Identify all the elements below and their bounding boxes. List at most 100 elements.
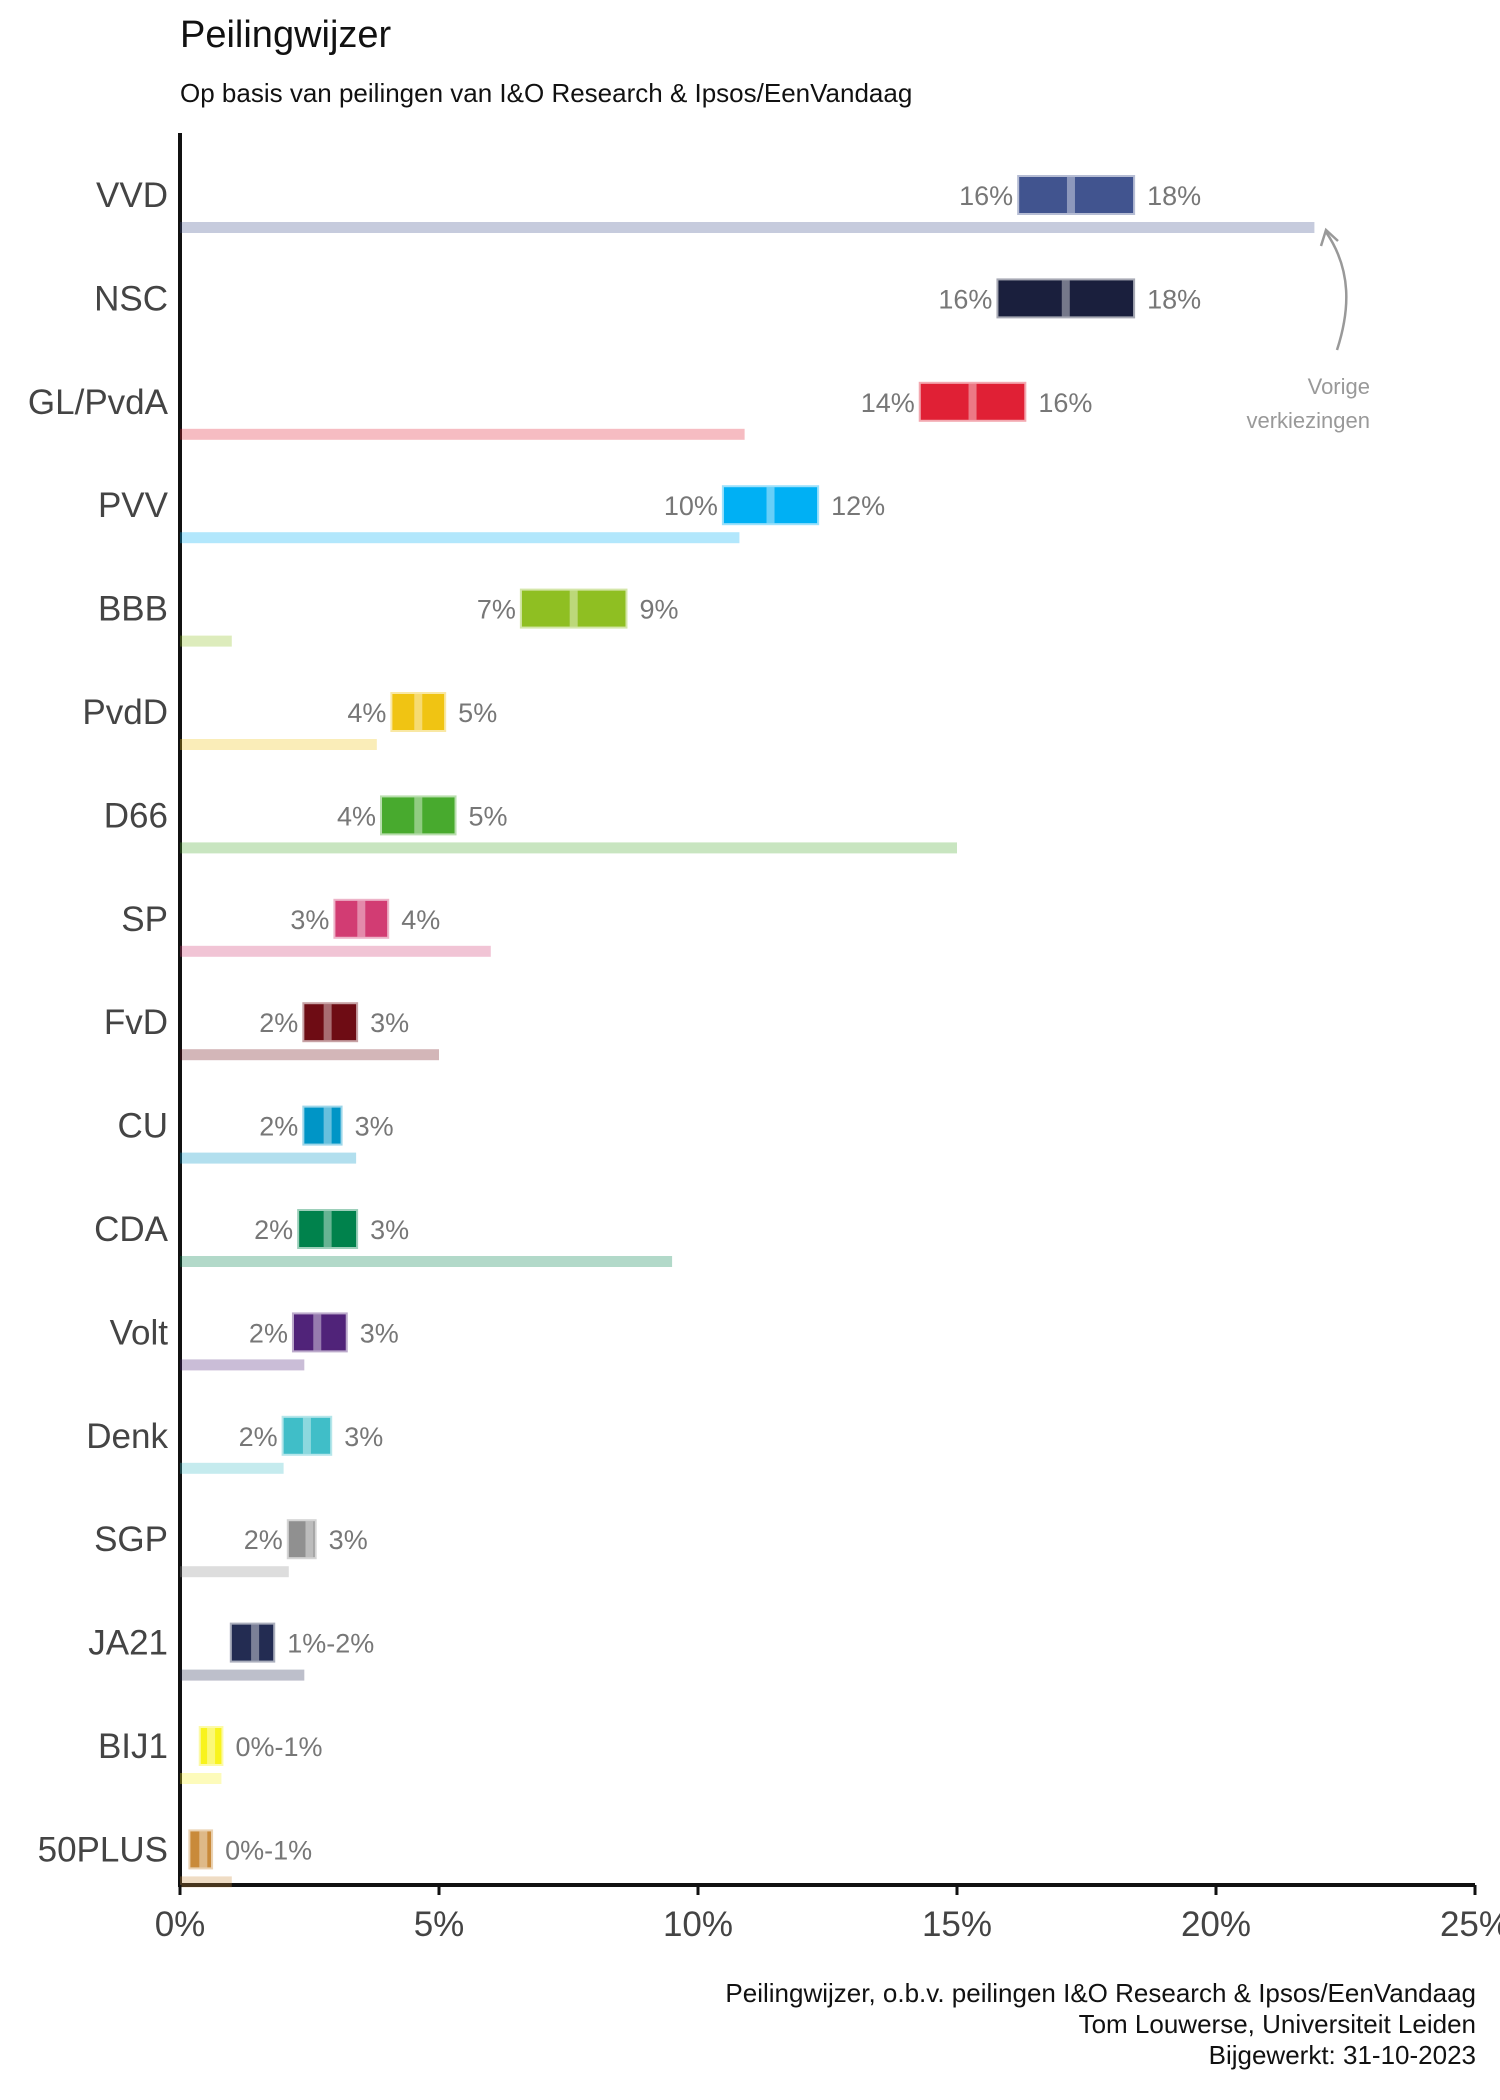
footer: Peilingwijzer, o.b.v. peilingen I&O Rese… [725, 1978, 1476, 2071]
party-label: CDA [94, 1210, 169, 1249]
party-label: JA21 [88, 1624, 168, 1663]
poll-estimate-marker [251, 1624, 260, 1661]
party-label: VVD [96, 176, 168, 215]
party-label: NSC [94, 279, 168, 318]
poll-range-box [188, 1829, 214, 1870]
party-label: Denk [86, 1417, 168, 1456]
poll-range-outline [284, 1517, 319, 1562]
low-estimate-label: 16% [938, 284, 992, 314]
low-estimate-label: 2% [249, 1318, 288, 1348]
high-estimate-label: 12% [831, 491, 885, 521]
party-row-fvd: FvD 2% 3% [104, 1000, 439, 1061]
party-label: BBB [98, 590, 168, 629]
party-row-sp: SP 3% 4% [121, 896, 491, 957]
previous-election-bar [180, 1152, 357, 1164]
footer-source: Peilingwijzer, o.b.v. peilingen I&O Rese… [725, 1978, 1476, 2008]
high-estimate-label: 1%-2% [287, 1629, 374, 1659]
high-estimate-label: 3% [344, 1422, 383, 1452]
party-row-ja21: JA21 1%-2% [88, 1620, 374, 1681]
poll-estimate-marker [207, 1728, 216, 1764]
party-label: FvD [104, 1003, 168, 1042]
party-label: SP [121, 900, 168, 939]
poll-range-outline [388, 690, 449, 734]
previous-election-bar [180, 1566, 289, 1578]
low-estimate-label: 7% [477, 595, 516, 625]
footer-updated: Bijgewerkt: 31-10-2023 [1208, 2040, 1476, 2070]
poll-range-box [519, 588, 628, 629]
annotation-arrow-head [1319, 227, 1339, 247]
previous-election-bar [180, 1049, 439, 1061]
low-estimate-label: 2% [259, 1008, 298, 1038]
previous-election-bar [180, 635, 232, 647]
high-estimate-label: 18% [1147, 181, 1201, 211]
poll-estimate-marker [414, 694, 423, 730]
previous-election-bar [180, 222, 1315, 233]
low-estimate-label: 2% [254, 1215, 293, 1245]
poll-range-outline [186, 1827, 216, 1872]
poll-estimate-marker [357, 900, 366, 937]
chart-area: VVD 16% 18% NSC 16% 18% GL/PvdA 14% 16% PVV 10% 12%… [28, 133, 1500, 1944]
poll-range-box [229, 1622, 276, 1663]
annotation-line-2: verkiezingen [1246, 408, 1370, 433]
poll-estimate-marker [305, 1521, 314, 1558]
high-estimate-label: 5% [458, 698, 497, 728]
chart-title: Peilingwijzer [180, 14, 392, 56]
poll-range-outline [916, 379, 1029, 424]
low-estimate-label: 2% [244, 1525, 283, 1555]
high-estimate-label: 9% [639, 595, 678, 625]
previous-election-bar [180, 1256, 673, 1267]
poll-estimate-marker [199, 1831, 208, 1868]
poll-range-outline [378, 793, 459, 838]
annotation-line-1: Vorige [1308, 374, 1370, 399]
high-estimate-label: 16% [1038, 388, 1092, 418]
poll-estimate-marker [968, 383, 977, 420]
poll-range-box [302, 1105, 343, 1146]
party-row-volt: Volt 2% 3% [110, 1310, 399, 1371]
party-label: 50PLUS [38, 1830, 168, 1869]
poll-range-box [291, 1312, 348, 1353]
poll-range-outline [196, 1724, 226, 1768]
low-estimate-label: 4% [337, 801, 376, 831]
poll-range-box [380, 795, 457, 836]
high-estimate-label: 0%-1% [235, 1732, 322, 1762]
poll-estimate-marker [766, 487, 775, 524]
x-tick-label: 15% [922, 1905, 992, 1944]
low-estimate-label: 2% [259, 1112, 298, 1142]
party-row-50plus: 50PLUS 0%-1% [38, 1827, 312, 1888]
previous-election-bar [180, 1773, 222, 1784]
poll-range-outline [295, 1207, 361, 1251]
poll-estimate-marker [323, 1004, 332, 1041]
low-estimate-label: 10% [664, 491, 718, 521]
poll-range-box [390, 692, 447, 732]
party-label: D66 [104, 796, 168, 835]
party-row-sgp: SGP 2% 3% [94, 1517, 368, 1578]
party-label: Volt [110, 1313, 169, 1352]
poll-range-box [333, 898, 390, 939]
poll-estimate-marker [1061, 280, 1070, 317]
poll-range-outline [279, 1413, 335, 1458]
party-row-pvdd: PvdD 4% 5% [82, 690, 497, 750]
previous-election-bar [180, 532, 740, 544]
x-tick-label: 0% [155, 1905, 206, 1944]
poll-range-box [1017, 175, 1136, 215]
poll-range-box [302, 1002, 359, 1043]
x-tick-label: 20% [1181, 1905, 1251, 1944]
poll-estimate-marker [323, 1211, 332, 1247]
party-row-bbb: BBB 7% 9% [98, 586, 679, 647]
poll-range-box [721, 485, 820, 526]
high-estimate-label: 4% [401, 905, 440, 935]
high-estimate-label: 3% [355, 1112, 394, 1142]
previous-election-bar [180, 739, 377, 750]
party-label: BIJ1 [98, 1727, 168, 1766]
poll-estimate-marker [1066, 177, 1075, 213]
high-estimate-label: 3% [370, 1008, 409, 1038]
party-label: GL/PvdA [28, 383, 169, 422]
previous-election-bar [180, 1462, 284, 1474]
party-row-denk: Denk 2% 3% [86, 1413, 383, 1474]
high-estimate-label: 5% [469, 801, 508, 831]
high-estimate-label: 3% [329, 1525, 368, 1555]
high-estimate-label: 0%-1% [225, 1835, 312, 1865]
poll-range-box [918, 381, 1027, 422]
high-estimate-label: 3% [370, 1215, 409, 1245]
x-tick-label: 25% [1440, 1905, 1500, 1944]
